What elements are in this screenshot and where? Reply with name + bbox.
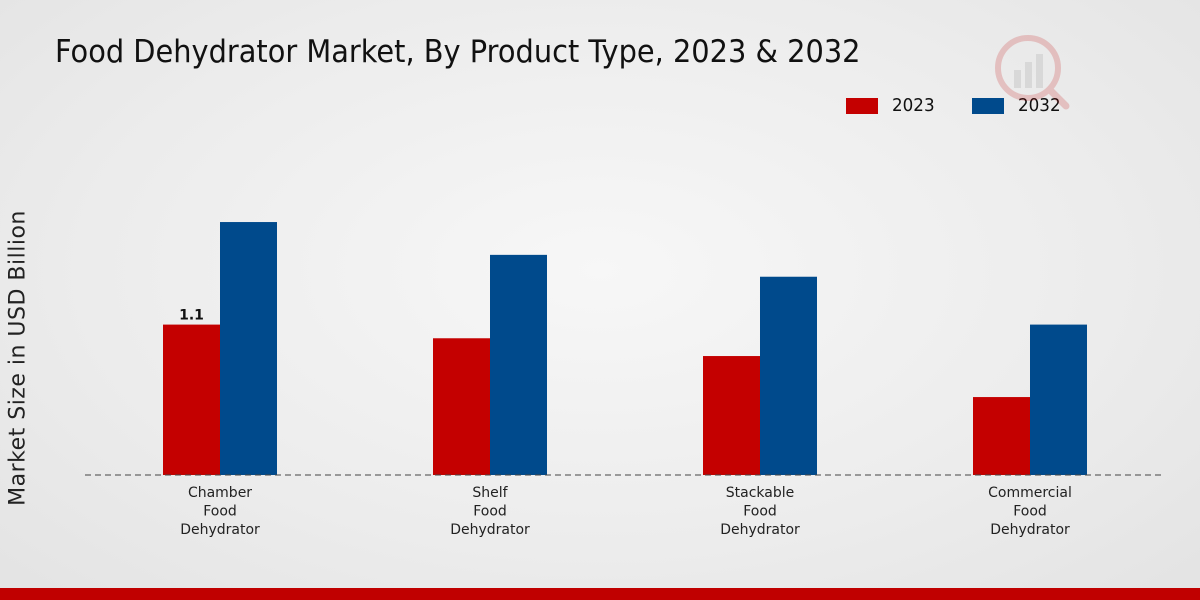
legend-item-2023: 2023: [846, 95, 938, 116]
bar-2023-2: [703, 356, 760, 475]
bar-2032-2: [760, 276, 817, 475]
bar-2023-3: [973, 397, 1030, 475]
legend-label-2023: 2023: [892, 95, 935, 116]
bar-2023-1: [433, 338, 490, 475]
legend-swatch-2032: [971, 97, 1004, 114]
bar-2032-0: [220, 222, 277, 475]
bar-2032-1: [490, 254, 547, 475]
chart-title: Food Dehydrator Market, By Product Type,…: [55, 34, 861, 70]
watermark-logo-icon: [995, 35, 1070, 110]
legend-swatch-2023: [846, 97, 878, 114]
x-tick-label-3: Commercial Food Dehydrator: [988, 485, 1072, 538]
data-label-0: 1.1: [179, 308, 204, 324]
legend-item-2032: 2032: [971, 95, 1064, 116]
bar-2032-3: [1030, 324, 1087, 475]
x-tick-label-0: Chamber Food Dehydrator: [180, 485, 260, 538]
bar-2023-0: [163, 324, 220, 475]
legend-label-2032: 2032: [1017, 95, 1061, 116]
x-tick-label-2: Stackable Food Dehydrator: [720, 485, 800, 538]
x-tick-label-1: Shelf Food Dehydrator: [450, 485, 530, 538]
legend: 2023 2032: [846, 95, 1098, 116]
bottom-accent-bar: [0, 588, 1200, 600]
